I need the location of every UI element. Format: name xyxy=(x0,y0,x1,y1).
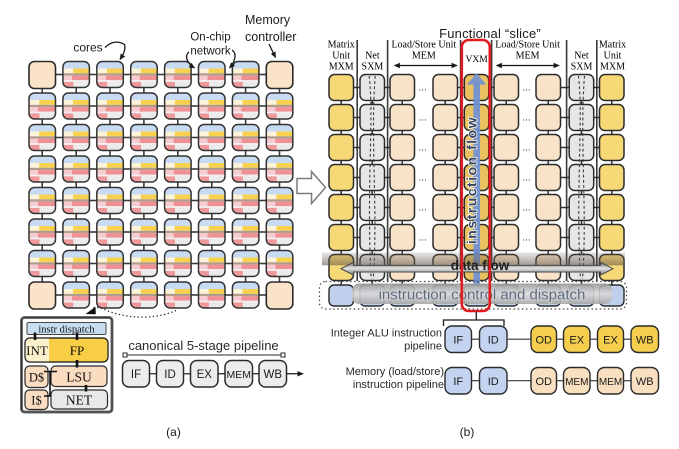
svg-text:Integer ALU instruction: Integer ALU instruction xyxy=(331,328,442,340)
svg-text:instruction pipeline: instruction pipeline xyxy=(353,379,444,391)
svg-text:...: ... xyxy=(522,203,530,214)
svg-text:Memory (load/store): Memory (load/store) xyxy=(346,366,444,378)
svg-text:On-chip: On-chip xyxy=(190,32,230,44)
svg-text:pipeline: pipeline xyxy=(404,341,442,353)
svg-text:...: ... xyxy=(419,83,427,94)
svg-text:cores: cores xyxy=(73,41,102,55)
svg-text:Memory: Memory xyxy=(245,13,291,27)
svg-text:(a): (a) xyxy=(166,425,181,439)
svg-text:...: ... xyxy=(522,233,530,244)
svg-text:...: ... xyxy=(522,113,530,124)
svg-text:Matrix: Matrix xyxy=(328,40,355,51)
svg-text:WB: WB xyxy=(636,335,654,347)
svg-text:Unit: Unit xyxy=(332,51,350,62)
svg-text:MEM: MEM xyxy=(565,377,588,388)
svg-text:...: ... xyxy=(522,143,530,154)
svg-text:IF: IF xyxy=(453,376,463,388)
svg-text:...: ... xyxy=(419,173,427,184)
svg-text:(b): (b) xyxy=(460,425,475,439)
svg-text:instr dispatch: instr dispatch xyxy=(38,325,95,336)
svg-text:SXM: SXM xyxy=(362,62,384,73)
svg-text:...: ... xyxy=(419,233,427,244)
svg-text:controller: controller xyxy=(245,30,296,44)
svg-text:VXM: VXM xyxy=(466,55,489,65)
svg-text:Matrix: Matrix xyxy=(599,40,626,51)
svg-text:OD: OD xyxy=(536,376,553,388)
svg-text:Net: Net xyxy=(574,51,589,62)
svg-text:EX: EX xyxy=(197,369,213,381)
svg-text:Net: Net xyxy=(365,51,380,62)
svg-text:Unit: Unit xyxy=(604,51,622,62)
svg-text:Load/Store Unit: Load/Store Unit xyxy=(391,40,456,51)
svg-text:FP: FP xyxy=(70,343,84,358)
svg-text:MEM: MEM xyxy=(227,369,252,381)
svg-text:WB: WB xyxy=(636,376,654,388)
svg-text:LSU: LSU xyxy=(66,370,92,385)
svg-text:MEM: MEM xyxy=(599,377,622,388)
svg-text:data flow: data flow xyxy=(451,258,510,273)
svg-text:...: ... xyxy=(419,143,427,154)
svg-text:EX: EX xyxy=(603,335,618,347)
svg-text:instruction flow: instruction flow xyxy=(464,116,480,244)
svg-text:MEM: MEM xyxy=(516,51,540,62)
svg-text:SXM: SXM xyxy=(571,62,593,73)
svg-text:...: ... xyxy=(522,173,530,184)
svg-text:MEM: MEM xyxy=(412,51,436,62)
svg-text:network: network xyxy=(190,46,231,58)
svg-text:IF: IF xyxy=(131,369,141,381)
svg-text:EX: EX xyxy=(569,335,584,347)
svg-text:...: ... xyxy=(419,113,427,124)
svg-text:WB: WB xyxy=(263,369,282,381)
svg-text:Functional “slice”: Functional “slice” xyxy=(439,26,541,41)
svg-text:NET: NET xyxy=(66,393,93,408)
svg-text:...: ... xyxy=(522,83,530,94)
svg-text:instruction control and dispat: instruction control and dispatch xyxy=(379,287,586,304)
svg-text:ID: ID xyxy=(164,369,176,381)
svg-text:D$: D$ xyxy=(29,371,44,385)
svg-text:...: ... xyxy=(419,203,427,214)
svg-text:I$: I$ xyxy=(31,394,41,408)
svg-text:ID: ID xyxy=(488,376,499,388)
svg-text:INT: INT xyxy=(26,343,48,358)
svg-text:IF: IF xyxy=(453,335,463,347)
svg-text:OD: OD xyxy=(536,335,553,347)
svg-text:MXM: MXM xyxy=(600,62,625,73)
svg-text:Load/Store Unit: Load/Store Unit xyxy=(495,40,560,51)
svg-text:MXM: MXM xyxy=(329,62,354,73)
svg-text:ID: ID xyxy=(488,335,499,347)
svg-text:canonical 5-stage pipeline: canonical 5-stage pipeline xyxy=(128,338,278,353)
